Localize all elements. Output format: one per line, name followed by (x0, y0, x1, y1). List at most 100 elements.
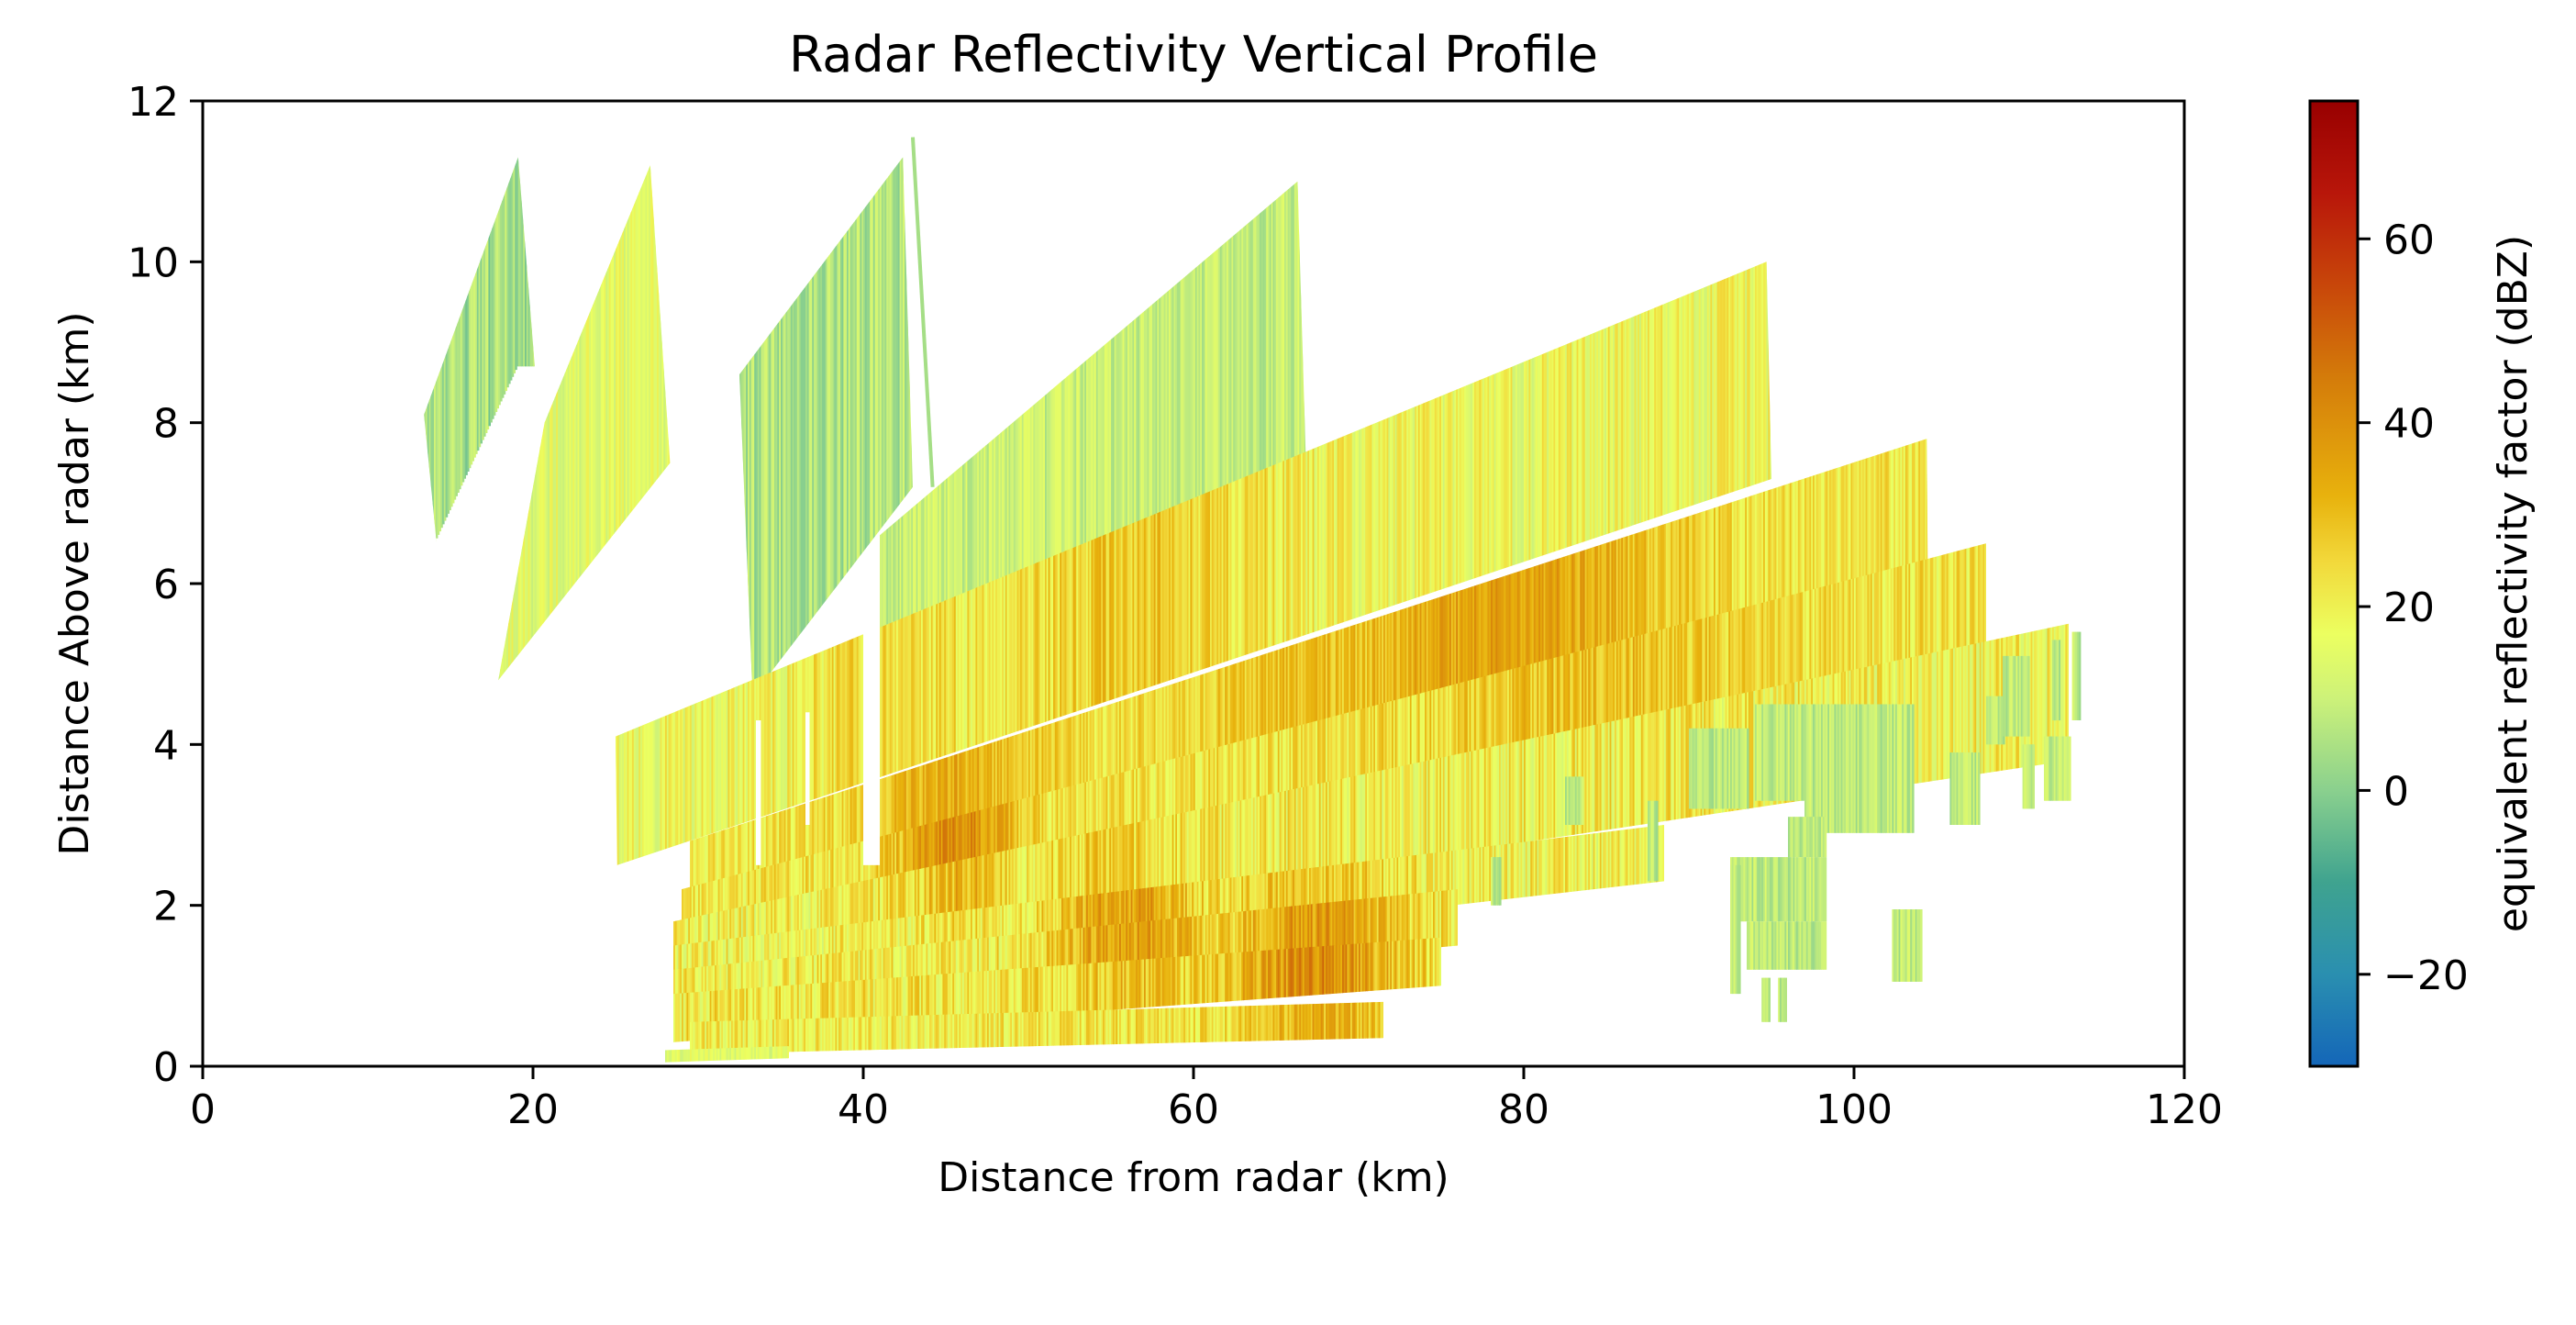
reflectivity-stripe (789, 536, 792, 865)
reflectivity-stripe (1062, 424, 1066, 845)
reflectivity-stripe (868, 157, 871, 629)
reflectivity-stripe (1104, 889, 1107, 1019)
reflectivity-stripe (1035, 889, 1038, 1019)
reflectivity-stripe (1251, 609, 1254, 938)
reflectivity-stripe (1582, 262, 1586, 671)
reflectivity-stripe (1516, 623, 1518, 970)
reflectivity-stripe (567, 188, 571, 681)
reflectivity-stripe (1136, 889, 1138, 1019)
reflectivity-stripe (973, 619, 977, 906)
reflectivity-stripe (1510, 445, 1514, 859)
reflectivity-stripe (1601, 262, 1604, 665)
reflectivity-stripe (1119, 400, 1122, 826)
reflectivity-stripe (816, 525, 820, 865)
reflectivity-stripe (1128, 396, 1132, 823)
reflectivity-stripe (1262, 181, 1266, 715)
reflectivity-stripe (1101, 889, 1104, 1019)
reflectivity-stripe (1203, 545, 1206, 906)
reflectivity-stripe (1946, 623, 1949, 908)
reflectivity-stripe (593, 607, 595, 994)
reflectivity-stripe (724, 562, 727, 865)
reflectivity-stripe (1309, 511, 1312, 902)
reflectivity-stripe (1327, 652, 1330, 970)
reflectivity-stripe (1188, 550, 1192, 906)
reflectivity-stripe (1409, 567, 1413, 938)
reflectivity-stripe (1002, 306, 1005, 737)
reflectivity-stripe (1254, 345, 1258, 781)
reflectivity-stripe (618, 165, 622, 656)
reflectivity-stripe (1018, 442, 1021, 860)
reflectivity-stripe (1167, 181, 1170, 737)
reflectivity-stripe (1112, 698, 1116, 970)
reflectivity-stripe (1984, 623, 1987, 902)
reflectivity-stripe (1173, 889, 1176, 1019)
reflectivity-stripe (833, 518, 837, 865)
reflectivity-stripe (965, 622, 969, 906)
reflectivity-stripe (1302, 596, 1305, 938)
reflectivity-stripe (1514, 623, 1516, 970)
reflectivity-stripe (1128, 201, 1132, 737)
reflectivity-stripe (1282, 181, 1285, 707)
reflectivity-stripe (985, 680, 988, 938)
reflectivity-stripe (1505, 543, 1508, 935)
reflectivity-stripe (1070, 421, 1072, 842)
reflectivity-stripe (1524, 623, 1527, 970)
reflectivity-stripe (926, 368, 928, 737)
reflectivity-stripe (1008, 300, 1011, 737)
reflectivity-stripe (1400, 638, 1403, 970)
reflectivity-stripe (1208, 889, 1211, 1019)
reflectivity-stripe (1183, 627, 1186, 938)
reflectivity-stripe (893, 494, 895, 865)
reflectivity-stripe (1094, 581, 1097, 906)
reflectivity-stripe (1350, 583, 1353, 938)
reflectivity-stripe (1012, 297, 1015, 737)
reflectivity-stripe (1178, 181, 1182, 737)
reflectivity-stripe (1266, 340, 1269, 777)
reflectivity-stripe (1177, 889, 1180, 1019)
reflectivity-stripe (650, 817, 653, 1122)
reflectivity-stripe (1527, 623, 1530, 970)
reflectivity-stripe (1219, 181, 1223, 731)
reflectivity-stripe (798, 171, 802, 674)
reflectivity-stripe (1525, 543, 1528, 931)
reflectivity-stripe (1066, 658, 1069, 938)
reflectivity-stripe (686, 578, 689, 865)
reflectivity-stripe (921, 889, 924, 1019)
reflectivity-stripe (1565, 262, 1568, 677)
reflectivity-stripe (1629, 262, 1632, 655)
reflectivity-stripe (1155, 634, 1159, 938)
reflectivity-stripe (1175, 377, 1178, 807)
reflectivity-stripe (2038, 623, 2042, 894)
reflectivity-stripe (963, 464, 967, 865)
reflectivity-stripe (849, 511, 853, 865)
reflectivity-stripe (1492, 623, 1495, 970)
reflectivity-stripe (1258, 343, 1260, 780)
reflectivity-stripe (673, 584, 676, 865)
reflectivity-stripe (1194, 825, 1196, 995)
reflectivity-stripe (1302, 513, 1305, 903)
reflectivity-stripe (1163, 889, 1167, 1019)
reflectivity-stripe (1070, 588, 1072, 906)
reflectivity-stripe (1359, 495, 1361, 891)
reflectivity-stripe (1615, 623, 1617, 958)
reflectivity-stripe (1051, 595, 1054, 906)
reflectivity-stripe (1041, 432, 1044, 852)
reflectivity-stripe (2019, 623, 2022, 897)
reflectivity-stripe (1394, 639, 1398, 970)
reflectivity-stripe (1384, 486, 1388, 885)
reflectivity-stripe (1005, 825, 1008, 995)
reflectivity-stripe (1028, 825, 1031, 995)
reflectivity-stripe (1185, 551, 1188, 906)
reflectivity-stripe (1196, 624, 1200, 938)
reflectivity-stripe (661, 841, 663, 1147)
reflectivity-stripe (1340, 650, 1343, 970)
reflectivity-stripe (1144, 638, 1147, 938)
reflectivity-stripe (1111, 889, 1114, 1019)
reflectivity-stripe (688, 37, 691, 592)
reflectivity-stripe (878, 889, 881, 1019)
reflectivity-stripe (897, 644, 901, 906)
reflectivity-stripe (1431, 630, 1434, 970)
reflectivity-stripe (1150, 562, 1153, 906)
reflectivity-stripe (1208, 181, 1211, 736)
reflectivity-stripe (1466, 262, 1469, 710)
